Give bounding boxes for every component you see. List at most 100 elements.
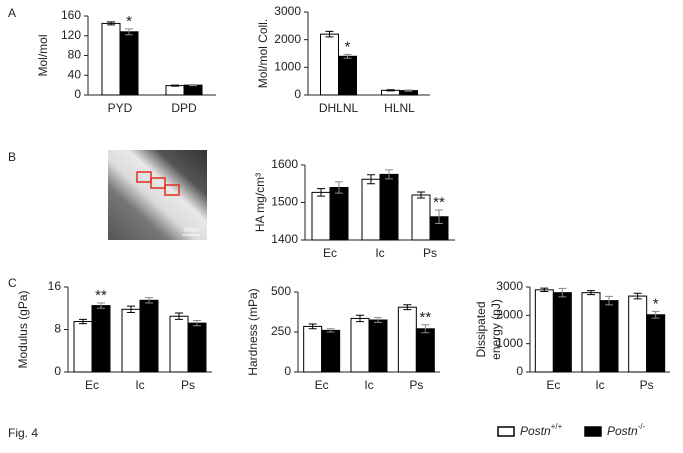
y-axis-label: Mol/mol [36,34,50,76]
x-tick-label: Ec [85,378,99,392]
y-tick-label: 120 [61,28,81,42]
x-tick-label: Ps [640,378,654,392]
panel-label: A [8,6,16,20]
bar [628,295,648,373]
y-axis-label: HA mg/cm³ [253,173,267,232]
scale-text: 100um [183,227,198,233]
bar [599,300,619,373]
bar [320,33,339,96]
error-bar [325,30,334,38]
significance-marker: ** [95,287,107,304]
error-bar [651,310,660,319]
y-tick-label: 40 [68,67,82,81]
figure-label: Fig. 4 [8,426,38,440]
significance-marker: * [126,13,132,30]
y-tick-label: 2000 [274,32,301,46]
error-bar [335,181,343,194]
y-tick-label: 0 [54,364,61,378]
error-bar [343,53,352,59]
legend-swatch [497,426,515,437]
error-bar [404,89,413,92]
error-bar [421,324,430,334]
x-tick-label: DPD [171,101,197,115]
error-bar [633,292,642,300]
x-tick-label: Ps [423,246,437,260]
error-bar [317,188,325,197]
x-tick-label: Ps [409,378,423,392]
y-axis-label: Hardness (mPa) [246,288,260,375]
error-bar [356,314,364,323]
legend-label: Postn-/- [607,422,646,438]
bar [534,289,554,373]
y-tick-label: 160 [61,8,81,22]
error-bar [587,290,595,296]
bar [139,299,159,373]
bar [311,191,331,241]
error-bar [145,297,153,304]
bar [646,314,666,373]
error-bar [374,317,382,323]
y-axis-label: Mol/mol Coll. [256,19,270,88]
error-bar [175,312,183,320]
legend-name: Postn [520,424,551,438]
x-tick-label: Ec [546,378,560,392]
y-tick-label: 8 [54,322,61,336]
legend-name: Postn [607,424,638,438]
y-tick-label: 3000 [496,279,523,293]
x-tick-label: DHLNL [319,101,359,115]
error-bar [193,319,201,327]
y-tick-label: 1600 [271,157,298,171]
bar [165,85,185,96]
bar [329,187,349,241]
significance-marker: * [653,295,659,312]
error-bar [403,304,412,311]
bar [411,194,431,241]
error-bar [127,305,135,313]
bar [101,22,121,96]
error-bar [386,89,395,92]
bar [350,317,370,373]
bar [338,55,357,96]
error-bar [326,328,335,333]
y-tick-label: 1000 [496,336,523,350]
bar [303,325,323,373]
bar [415,328,435,373]
bar [361,178,381,241]
y-tick-label: 80 [68,48,82,62]
error-bar [308,323,317,330]
bar [552,292,572,373]
bar [321,329,341,373]
y-tick-label: 0 [284,364,291,378]
y-tick-label: 250 [271,324,291,338]
y-axis-label: energy (pJ) [489,299,503,360]
error-bar [125,28,133,36]
y-tick-label: 16 [48,279,62,293]
legend-sup: +/+ [551,422,563,431]
bar [119,31,139,96]
y-tick-label: 0 [294,87,301,101]
legend-swatch [584,426,602,437]
y-axis-label: Modulus (gPa) [16,290,30,368]
bar [397,306,417,373]
y-tick-label: 0 [516,364,523,378]
error-bar [417,191,425,199]
legend: Postn+/+ Postn-/- [497,422,646,438]
legend-label: Postn+/+ [520,422,563,438]
bar [187,322,207,373]
y-tick-label: 2000 [496,308,523,322]
significance-marker: ** [419,309,431,326]
error-bar [367,174,375,185]
error-bar [558,287,567,298]
x-tick-label: PYD [108,101,133,115]
x-tick-label: Ec [323,246,337,260]
y-tick-label: 1400 [271,232,298,246]
panel-label: B [8,150,16,164]
y-tick-label: 500 [271,284,291,298]
error-bar [79,318,87,325]
x-tick-label: Ps [181,378,195,392]
y-tick-label: 3000 [274,4,301,18]
x-tick-label: HLNL [384,101,415,115]
x-tick-label: Ic [364,378,373,392]
error-bar [107,21,115,26]
